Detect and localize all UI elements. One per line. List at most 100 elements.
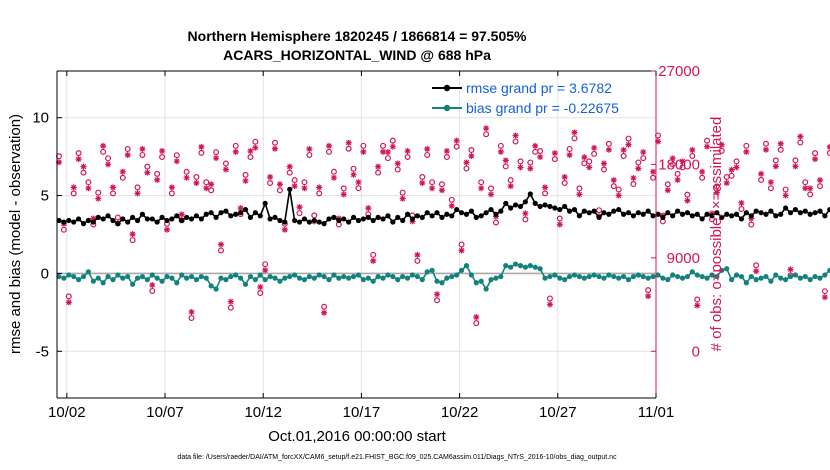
rmse-point [571,206,578,213]
rmse-point [71,219,77,225]
obs-assimilated-marker [458,247,465,254]
obs-assimilated-marker [713,189,720,196]
bias-point [134,275,141,281]
obs-possible-marker [743,142,750,149]
obs-possible-marker [419,174,426,181]
rmse-point [262,200,268,206]
rmse-point [512,202,519,208]
obs-possible-marker [591,150,598,157]
obs-possible-marker [340,185,347,192]
x-tick-label: 10/12 [244,404,282,421]
obs-assimilated-marker [664,187,671,194]
obs-possible-marker [100,148,107,155]
obs-possible-marker [650,174,657,181]
obs-possible-marker [689,153,696,160]
bias-point [198,273,204,280]
obs-assimilated-marker [262,267,269,274]
obs-possible-marker [704,137,711,144]
obs-assimilated-marker [80,163,87,170]
obs-assimilated-marker [380,148,387,155]
obs-possible-marker [134,184,141,191]
rmse-point [675,208,681,214]
bias-point [414,273,420,280]
bias-point [439,280,445,286]
y-right-tick-label: 0 [692,343,700,360]
bias-point [193,277,200,283]
obs-assimilated-marker [723,180,730,186]
rmse-point [213,214,219,220]
obs-possible-marker [517,158,524,165]
bias-point [429,267,435,273]
obs-possible-marker [203,179,210,186]
obs-assimilated-marker [797,133,804,140]
rmse-point [773,213,779,219]
rmse-point [424,210,430,216]
rmse-point [473,214,479,220]
bias-point [596,273,602,280]
rmse-point [395,214,401,220]
obs-possible-marker [600,166,607,173]
rmse-point [787,210,794,216]
bias-point [562,277,568,283]
rmse-point [527,191,533,197]
bias-point [537,266,543,272]
chart-title-line2: ACARS_HORIZONTAL_WIND @ 688 hPa [223,47,491,63]
rmse-point [296,219,303,225]
obs-assimilated-marker [718,141,725,148]
obs-assimilated-marker [330,174,337,181]
obs-possible-marker [605,140,612,147]
bias-point [812,273,818,280]
rmse-point [252,210,258,216]
obs-possible-marker [85,179,92,186]
obs-assimilated-marker [247,148,254,155]
obs-assimilated-marker [758,170,765,177]
obs-possible-marker [316,190,323,197]
bias-point [645,275,651,281]
obs-possible-marker [311,212,318,219]
y-axis-label-right: # of obs: o=possible; ×=assimilated [708,117,725,352]
rmse-point [763,211,769,217]
rmse-point [115,221,121,227]
obs-assimilated-marker [109,184,116,191]
obs-assimilated-marker [645,293,652,300]
bias-point [390,273,396,280]
bias-point [655,272,661,278]
obs-possible-marker [252,138,259,145]
bias-point [650,273,656,280]
obs-assimilated-marker [561,174,568,180]
rmse-point [341,216,347,222]
x-axis-label: Oct.01,2016 00:00:00 start [268,428,446,445]
obs-possible-marker [60,226,67,233]
bias-point [149,272,155,278]
obs-possible-marker [527,159,534,166]
bias-point [238,275,244,281]
rmse-point [517,203,524,210]
rmse-point [817,208,823,214]
rmse-point [105,213,111,219]
obs-possible-marker [267,180,274,187]
rmse-point [503,200,509,206]
obs-assimilated-marker [635,165,642,172]
obs-possible-marker [674,170,681,177]
obs-possible-marker [109,190,116,197]
bias-point [120,275,126,281]
rmse-point [282,219,288,225]
rmse-point [321,221,327,227]
obs-possible-marker [124,145,131,152]
obs-assimilated-marker [792,163,799,170]
obs-assimilated-marker [414,251,421,258]
obs-assimilated-marker [100,142,107,149]
bias-point [601,275,607,281]
obs-possible-marker [389,137,396,144]
obs-assimilated-marker [654,138,661,145]
bias-point [547,273,553,280]
bias-point [76,277,82,283]
bias-point [252,277,258,283]
y-tick-label: 10 [32,110,49,127]
bias-point [817,275,823,281]
rmse-point [125,219,131,225]
rmse-point [380,216,386,222]
bias-point [164,273,170,280]
legend-bias-label: bias grand pr = -0.22675 [466,100,619,116]
obs-possible-marker [257,290,264,297]
